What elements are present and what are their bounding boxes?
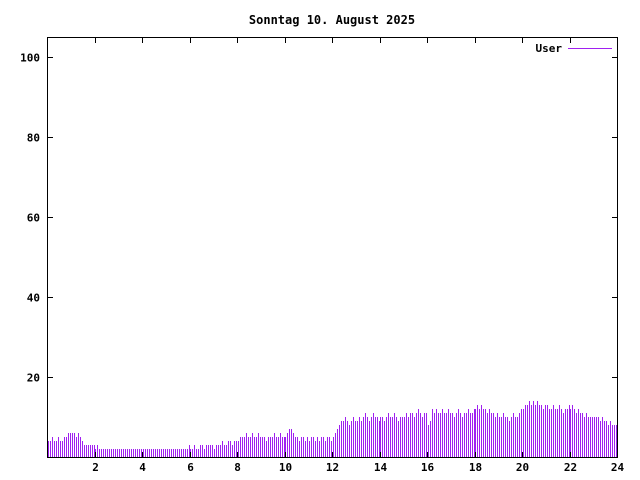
svg-text:80: 80	[27, 132, 40, 145]
svg-text:6: 6	[187, 461, 194, 474]
svg-text:4: 4	[139, 461, 146, 474]
svg-text:60: 60	[27, 212, 40, 225]
svg-text:100: 100	[20, 52, 40, 65]
svg-text:22: 22	[564, 461, 577, 474]
svg-text:10: 10	[279, 461, 292, 474]
svg-text:14: 14	[374, 461, 388, 474]
svg-text:18: 18	[469, 461, 482, 474]
svg-text:8: 8	[234, 461, 241, 474]
svg-text:2: 2	[92, 461, 99, 474]
svg-text:40: 40	[27, 292, 40, 305]
svg-text:20: 20	[27, 372, 40, 385]
svg-text:16: 16	[421, 461, 435, 474]
svg-text:24: 24	[611, 461, 625, 474]
svg-text:12: 12	[326, 461, 339, 474]
chart-title: Sonntag 10. August 2025	[248, 13, 416, 27]
svg-text:20: 20	[516, 461, 529, 474]
